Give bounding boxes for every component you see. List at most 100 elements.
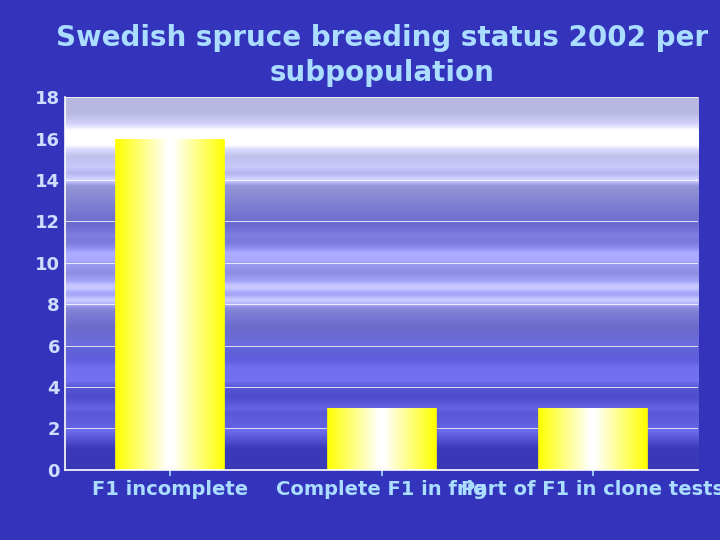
Bar	[538, 408, 648, 470]
Bar	[576, 408, 609, 470]
Bar	[143, 139, 198, 470]
Bar	[567, 408, 619, 470]
Bar	[590, 408, 595, 470]
Bar	[566, 408, 620, 470]
Bar	[121, 139, 220, 470]
Bar	[124, 139, 217, 470]
Bar	[583, 408, 603, 470]
Bar	[567, 408, 618, 470]
Bar	[122, 139, 219, 470]
Bar	[168, 139, 173, 470]
Bar	[542, 408, 644, 470]
Bar	[126, 139, 215, 470]
Bar	[541, 408, 644, 470]
Title: Swedish spruce breeding status 2002 per
subpopulation: Swedish spruce breeding status 2002 per …	[55, 24, 708, 86]
Bar	[357, 408, 406, 470]
Bar	[136, 139, 204, 470]
Bar	[571, 408, 615, 470]
Bar	[588, 408, 598, 470]
Bar	[585, 408, 600, 470]
Bar	[568, 408, 617, 470]
Bar	[580, 408, 606, 470]
Bar	[117, 139, 224, 470]
Bar	[139, 139, 202, 470]
Bar	[167, 139, 174, 470]
Bar	[327, 408, 436, 470]
Bar	[161, 139, 180, 470]
Bar	[354, 408, 410, 470]
Bar	[328, 408, 435, 470]
Bar	[575, 408, 611, 470]
Bar	[575, 408, 611, 470]
Bar	[339, 408, 424, 470]
Bar	[352, 408, 411, 470]
Bar	[143, 139, 197, 470]
Bar	[580, 408, 605, 470]
Bar	[364, 408, 399, 470]
Bar	[367, 408, 396, 470]
Bar	[330, 408, 433, 470]
Bar	[353, 408, 410, 470]
Bar	[145, 139, 196, 470]
Bar	[123, 139, 217, 470]
Bar	[163, 139, 178, 470]
Bar	[359, 408, 405, 470]
Bar	[122, 139, 218, 470]
Bar	[549, 408, 637, 470]
Bar	[362, 408, 401, 470]
Bar	[154, 139, 187, 470]
Bar	[149, 139, 192, 470]
Bar	[156, 139, 185, 470]
Bar	[369, 408, 395, 470]
Bar	[379, 408, 384, 470]
Bar	[140, 139, 201, 470]
Bar	[372, 408, 391, 470]
Bar	[134, 139, 207, 470]
Bar	[165, 139, 176, 470]
Bar	[557, 408, 629, 470]
Bar	[366, 408, 397, 470]
Bar	[151, 139, 189, 470]
Bar	[152, 139, 189, 470]
Bar	[127, 139, 214, 470]
Bar	[161, 139, 179, 470]
Bar	[349, 408, 414, 470]
Bar	[365, 408, 398, 470]
Bar	[584, 408, 602, 470]
Bar	[130, 139, 212, 470]
Bar	[156, 139, 184, 470]
Bar	[120, 139, 221, 470]
Bar	[130, 139, 210, 470]
Bar	[146, 139, 195, 470]
Bar	[138, 139, 204, 470]
Bar	[562, 408, 624, 470]
Bar	[585, 408, 600, 470]
Bar	[554, 408, 631, 470]
Bar	[546, 408, 640, 470]
Bar	[142, 139, 199, 470]
Bar	[117, 139, 225, 470]
Bar	[551, 408, 634, 470]
Bar	[132, 139, 209, 470]
Bar	[144, 139, 197, 470]
Bar	[549, 408, 636, 470]
Bar	[378, 408, 385, 470]
Bar	[550, 408, 636, 470]
Bar	[135, 139, 206, 470]
Bar	[541, 408, 645, 470]
Bar	[148, 139, 193, 470]
Bar	[333, 408, 431, 470]
Bar	[579, 408, 607, 470]
Bar	[562, 408, 624, 470]
Bar	[375, 408, 388, 470]
Bar	[155, 139, 186, 470]
Bar	[574, 408, 612, 470]
Bar	[158, 139, 183, 470]
Bar	[350, 408, 413, 470]
Bar	[371, 408, 392, 470]
Bar	[346, 408, 418, 470]
Bar	[581, 408, 604, 470]
Bar	[565, 408, 621, 470]
Bar	[587, 408, 599, 470]
Bar	[348, 408, 415, 470]
